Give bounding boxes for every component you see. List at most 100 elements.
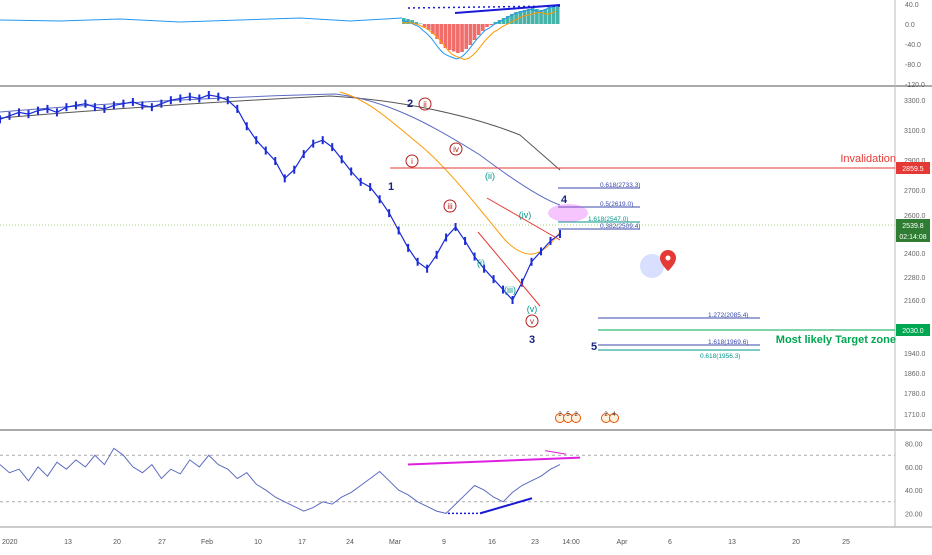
macd-tick-label: -120.0 — [905, 82, 925, 89]
wave-4-zone — [548, 204, 588, 222]
wave-label: 2 — [407, 98, 413, 110]
macd-histogram-bar — [414, 22, 419, 24]
time-tick-label: 2020 — [2, 539, 18, 546]
price-tick-label: 2600.0 — [904, 213, 926, 220]
target-zone-label: Most likely Target zone — [776, 334, 896, 346]
macd-histogram-bar — [476, 24, 481, 35]
price-tick-label: 3100.0 — [904, 128, 926, 135]
ma-50-line — [339, 91, 561, 255]
macd-tick-label: 0.0 — [905, 22, 915, 29]
axis-layer: 40.0 0.0 -40.0 -80.0 -120.0 3300.0 3100.0 2900.… — [2, 2, 930, 546]
location-pin-dot — [665, 255, 671, 261]
time-tick-label: 27 — [158, 539, 166, 546]
price-tick-label: 1940.0 — [904, 351, 926, 358]
rsi-line — [0, 447, 561, 514]
macd-histogram-bar — [514, 12, 518, 24]
wave-label: iv — [453, 145, 459, 154]
time-tick-label: 13 — [728, 539, 736, 546]
macd-histogram-bar — [426, 24, 431, 30]
time-tick-label: 14:00 — [562, 539, 580, 546]
projection-circle — [640, 254, 664, 278]
time-tick-label: 23 — [531, 539, 539, 546]
macd-histogram-bar — [526, 9, 531, 24]
macd-histogram-bar — [543, 9, 548, 24]
macd-histogram-bar — [460, 24, 464, 52]
macd-tick-label: -40.0 — [905, 42, 921, 49]
wave-label: (iv) — [519, 210, 532, 220]
wave-label: 4 — [561, 194, 568, 206]
macd-histogram-bar — [464, 24, 469, 49]
rsi-tick-label: 60.00 — [905, 465, 923, 472]
macd-histogram-bar — [535, 9, 539, 24]
wave-label-circle — [525, 314, 539, 328]
time-tick-label: Mar — [389, 539, 402, 546]
rsi-tick-label: 20.00 — [905, 511, 923, 518]
macd-histogram-bar — [547, 7, 552, 24]
time-tick-label: 16 — [488, 539, 496, 546]
macd-histogram-bar — [539, 10, 543, 24]
macd-histogram-bar — [443, 24, 448, 48]
fib-level-label: 1.618(1969.6) — [708, 339, 748, 346]
price-tag-box — [896, 230, 930, 242]
macd-histogram-bar — [522, 10, 527, 24]
rsi-divergence-small — [544, 450, 567, 455]
fib-level-label: 0.382(2509.4) — [600, 223, 640, 230]
rsi-tick-label: 40.00 — [905, 488, 923, 495]
time-tick-label: Feb — [201, 539, 213, 546]
macd-histogram-bar — [530, 8, 535, 24]
price-tick-label: 2900.0 — [904, 158, 926, 165]
wave-label: (iii) — [504, 285, 516, 295]
macd-histogram-bar — [481, 24, 485, 31]
macd-histogram-bar — [485, 24, 489, 27]
macd-line-left — [0, 17, 403, 23]
fib-level-label: 0.618(2733.3) — [600, 182, 640, 189]
fib-level-label: 1.618(2547.0) — [588, 216, 628, 223]
invalidation-label: Invalidation — [840, 153, 896, 165]
macd-histogram-bar — [451, 24, 456, 52]
macd-histogram-bar — [439, 24, 444, 44]
wave-label-circle — [443, 199, 457, 213]
time-tick-label: 13 — [64, 539, 72, 546]
price-tick-label: 1780.0 — [904, 391, 926, 398]
macd-histogram-bar — [456, 24, 460, 53]
fib-level-label: 0.618(1956.3) — [700, 353, 740, 360]
macd-histogram-bar — [551, 6, 556, 24]
wave-channel — [477, 197, 561, 307]
price-tick-label: 1710.0 — [904, 412, 926, 419]
rsi-panel[interactable] — [0, 447, 895, 515]
wave-label-circle — [449, 142, 463, 156]
wave-label: ii — [423, 100, 427, 109]
price-tick-label: 3300.0 — [904, 98, 926, 105]
macd-histogram-bar — [431, 24, 435, 34]
fib-level-label: 1.272(2085.4) — [708, 312, 748, 319]
price-panel[interactable]: 0.618(2733.3) 0.5(2619.0) 1.618(2547.0)0.3… — [0, 91, 895, 423]
macd-tick-label: 40.0 — [905, 2, 919, 9]
macd-histogram-bar — [501, 18, 506, 24]
macd-signal-line — [402, 10, 557, 60]
macd-panel[interactable] — [0, 4, 561, 60]
price-tag-box — [896, 162, 930, 174]
price-tick-label: 2400.0 — [904, 251, 926, 258]
time-tick-label: 24 — [346, 539, 354, 546]
fib-level-label: 0.5(2619.0) — [600, 201, 633, 208]
wave-label: 1 — [388, 181, 394, 193]
wave-label-circle — [418, 97, 432, 111]
wave-label: v — [530, 317, 534, 326]
ma-200-line — [0, 95, 561, 171]
price-tag-box — [896, 219, 930, 231]
rsi-divergence-solid — [479, 497, 533, 515]
macd-histogram-bar — [422, 24, 427, 27]
price-tick-label: 2700.0 — [904, 188, 926, 195]
wave-label-circle — [405, 154, 419, 168]
macd-histogram-bar — [410, 20, 414, 24]
ma-100-line — [0, 93, 561, 206]
event-badge-icon — [609, 413, 619, 423]
price-line — [0, 94, 561, 302]
wave-label: i — [411, 157, 413, 166]
time-tick-label: 10 — [254, 539, 262, 546]
macd-histogram-bar — [447, 24, 452, 50]
time-tick-label: 17 — [298, 539, 306, 546]
macd-histogram-bar — [418, 23, 423, 24]
